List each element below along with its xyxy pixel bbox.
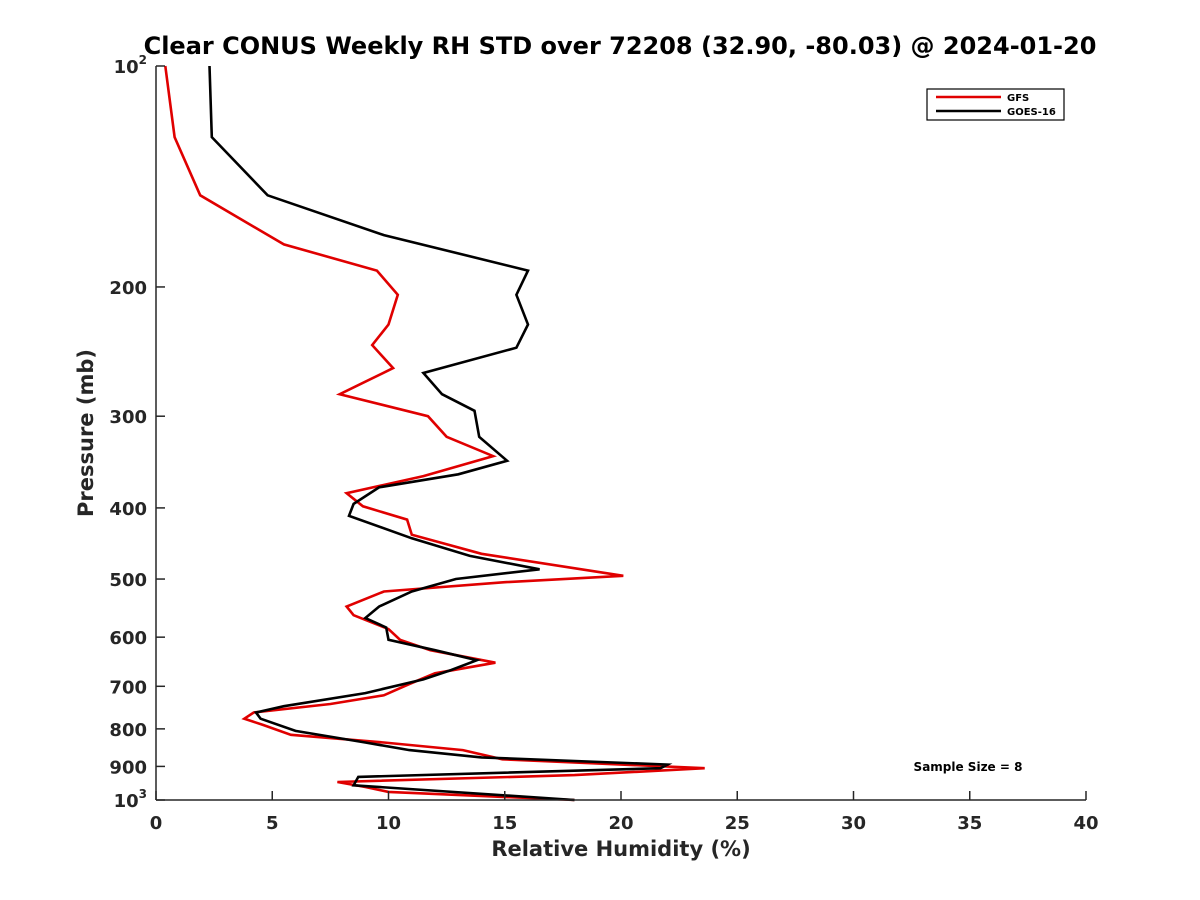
y-tick-label: 102 bbox=[114, 53, 147, 78]
x-tick-label: 40 bbox=[1073, 813, 1098, 834]
axes-layer: 0 5 10 15 20 25 30 35 40 102 200 300 400 500 600 700 800… bbox=[109, 53, 1098, 834]
y-tick-label: 400 bbox=[109, 499, 147, 520]
y-axis-label: Pressure (mb) bbox=[74, 349, 98, 517]
y-tick-label: 700 bbox=[109, 677, 147, 698]
y-tick-label: 800 bbox=[109, 720, 147, 741]
x-tick-label: 35 bbox=[957, 813, 982, 834]
x-tick-label: 25 bbox=[725, 813, 750, 834]
chart-title: Clear CONUS Weekly RH STD over 72208 (32… bbox=[144, 32, 1097, 60]
x-tick-label: 0 bbox=[150, 813, 163, 834]
series-line-gfs bbox=[164, 65, 705, 802]
series-layer bbox=[164, 65, 705, 802]
x-tick-label: 10 bbox=[376, 813, 401, 834]
x-axis-label: Relative Humidity (%) bbox=[491, 837, 750, 861]
series-line-goes-16 bbox=[208, 65, 673, 802]
x-tick-label: 30 bbox=[841, 813, 866, 834]
y-tick-label: 200 bbox=[109, 278, 147, 299]
y-tick-label: 900 bbox=[109, 757, 147, 778]
x-tick-label: 15 bbox=[492, 813, 517, 834]
legend-label-goes-16: GOES-16 bbox=[1007, 107, 1056, 118]
y-tick-label: 103 bbox=[114, 787, 147, 812]
y-tick-label: 500 bbox=[109, 570, 147, 591]
legend-box bbox=[926, 88, 1065, 121]
legend: GFS GOES-16 bbox=[926, 88, 1065, 121]
y-tick-label: 600 bbox=[109, 628, 147, 649]
sample-size-annotation: Sample Size = 8 bbox=[914, 760, 1023, 774]
x-tick-label: 5 bbox=[266, 813, 279, 834]
y-tick-label: 300 bbox=[109, 407, 147, 428]
x-tick-label: 20 bbox=[608, 813, 633, 834]
legend-label-gfs: GFS bbox=[1007, 93, 1029, 104]
